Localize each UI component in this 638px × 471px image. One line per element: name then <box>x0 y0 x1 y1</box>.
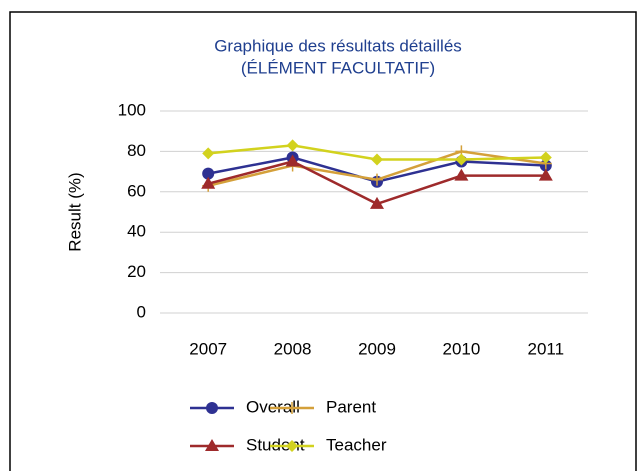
y-axis-label: Result (%) <box>65 172 84 251</box>
marker <box>286 440 298 452</box>
chart-subtitle: (ÉLÉMENT FACULTATIF) <box>241 58 435 77</box>
y-tick-label: 60 <box>127 181 146 200</box>
marker <box>538 168 553 181</box>
frame <box>9 11 637 471</box>
x-tick-label: 2007 <box>189 339 227 358</box>
y-tick-label: 20 <box>127 262 146 281</box>
marker <box>202 167 215 180</box>
marker <box>371 153 383 166</box>
marker <box>454 168 469 181</box>
x-tick-label: 2011 <box>528 339 565 358</box>
marker <box>370 196 384 209</box>
marker <box>539 151 552 164</box>
legend-label: Teacher <box>326 435 387 454</box>
x-tick-label: 2009 <box>358 339 396 358</box>
marker <box>201 176 216 189</box>
marker <box>285 154 300 167</box>
marker <box>371 173 383 186</box>
marker <box>286 402 298 414</box>
y-tick-label: 0 <box>137 302 146 321</box>
marker <box>455 153 468 166</box>
y-tick-label: 100 <box>118 100 146 119</box>
x-tick-label: 2010 <box>442 339 480 358</box>
marker <box>202 147 215 160</box>
y-tick-label: 80 <box>127 141 146 160</box>
marker <box>205 439 219 451</box>
y-tick-label: 40 <box>127 222 146 241</box>
legend-label: Parent <box>326 397 376 416</box>
marker <box>286 139 299 152</box>
x-tick-label: 2008 <box>274 339 312 358</box>
chart-title: Graphique des résultats détaillés <box>214 36 462 55</box>
marker <box>206 402 218 414</box>
